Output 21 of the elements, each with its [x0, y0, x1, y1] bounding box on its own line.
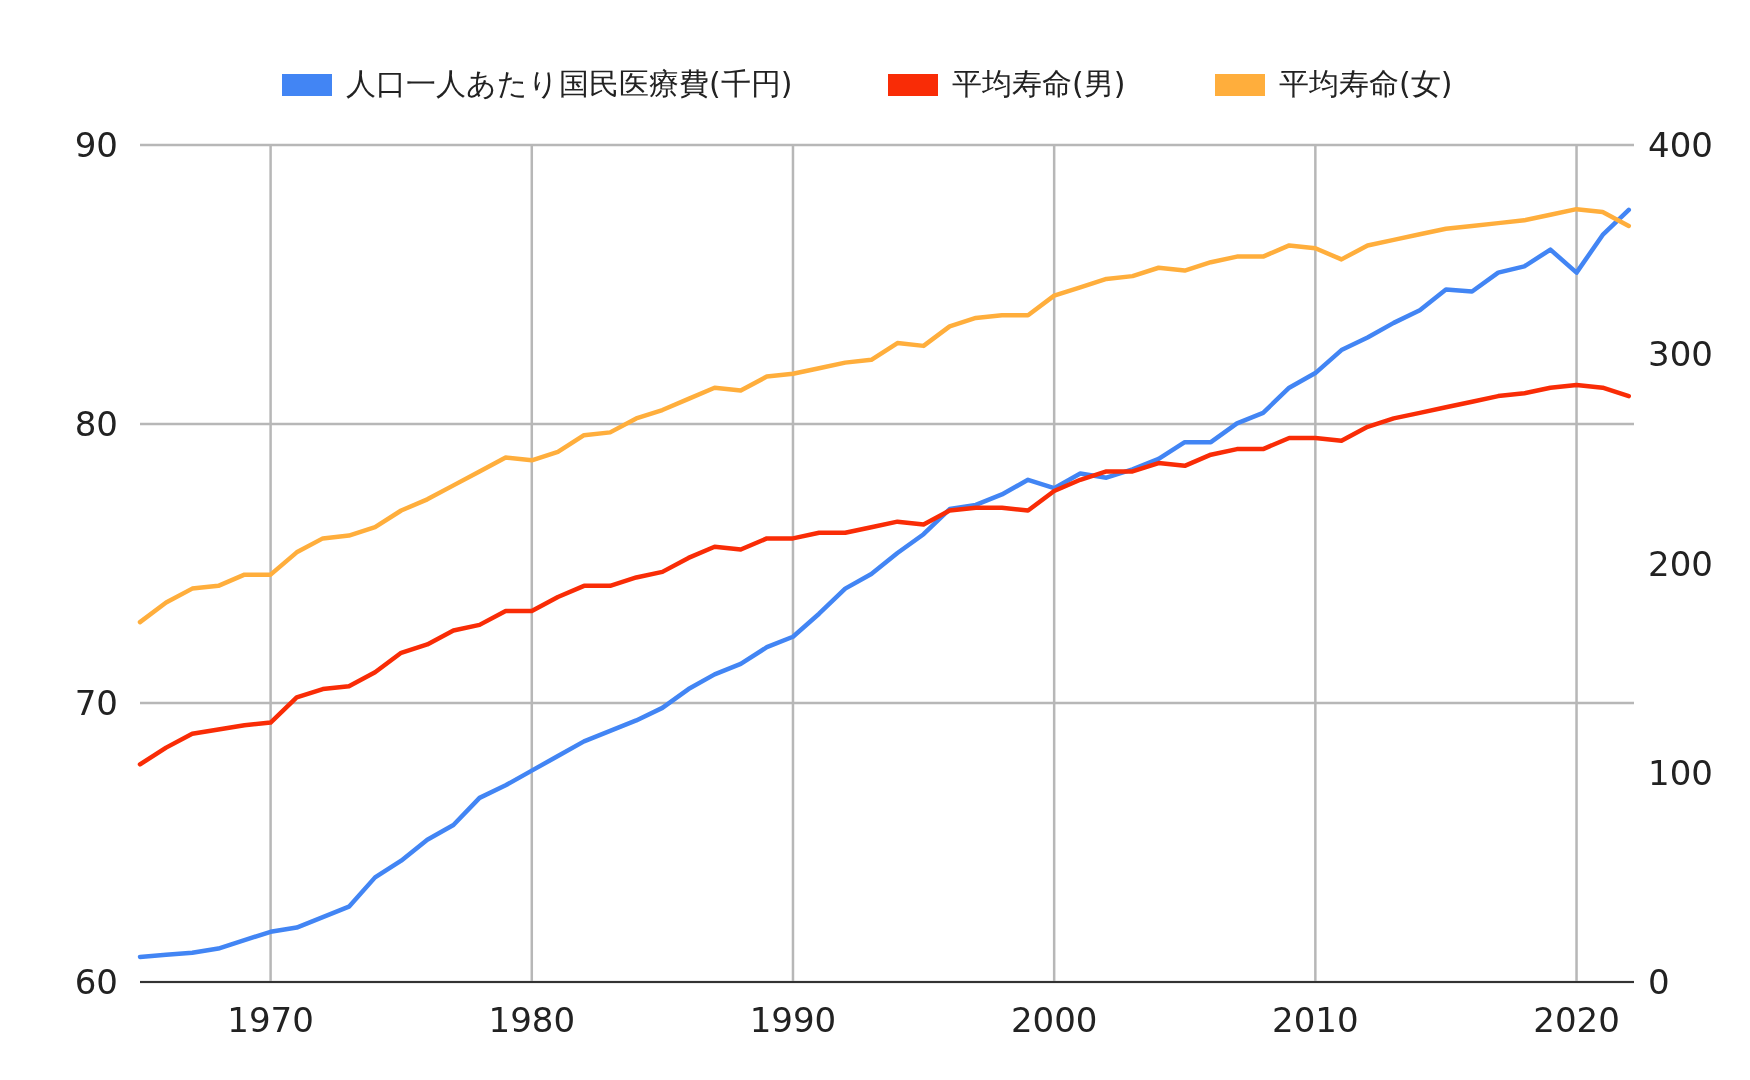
- y2-tick-label: 200: [1648, 543, 1713, 584]
- y-tick-label: 90: [74, 125, 118, 165]
- y-tick-label: 70: [74, 683, 118, 723]
- x-tick-label: 2000: [1010, 1000, 1098, 1040]
- y2-tick-label: 400: [1648, 125, 1713, 165]
- x-tick-label: 2020: [1533, 1000, 1620, 1040]
- x-tick-label: 1990: [749, 1000, 837, 1040]
- y-tick-label: 60: [74, 962, 118, 1002]
- y2-tick-label: 300: [1648, 334, 1713, 375]
- line-series: [137, 382, 1632, 767]
- y2-tick-label: 100: [1648, 752, 1713, 793]
- legend-label: 平均寿命(男): [952, 66, 1126, 101]
- x-tick-label: 1980: [488, 1000, 576, 1040]
- x-tick-label: 1970: [227, 1000, 314, 1040]
- x-tick-label: 2010: [1272, 1000, 1359, 1040]
- line-series: [137, 207, 1632, 960]
- y2-tick-label: 0: [1648, 962, 1670, 1002]
- legend-label: 人口一人あたり国民医療費(千円): [346, 66, 793, 101]
- line-series: [137, 206, 1632, 625]
- y-tick-label: 80: [74, 404, 118, 444]
- legend-label: 平均寿命(女): [1279, 66, 1453, 101]
